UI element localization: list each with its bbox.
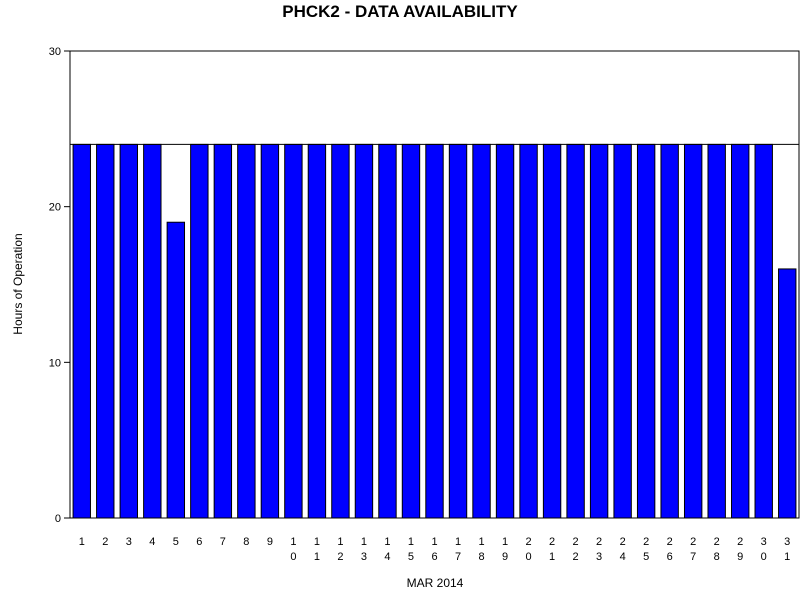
bar-day-12: [331, 143, 350, 519]
x-tick-label: 5: [173, 536, 179, 548]
bar-day-13: [354, 143, 374, 519]
x-tick-label: 1: [79, 536, 85, 548]
y-axis-label: Hours of Operation: [11, 233, 25, 334]
bar-day-17: [448, 143, 468, 519]
y-axis: 0 10 20 30: [49, 46, 70, 525]
bar-day-18: [472, 143, 491, 519]
bar-day-31: [778, 268, 797, 519]
x-tick-label: 7: [220, 536, 226, 548]
bar-day-4: [143, 143, 162, 519]
bar-day-5: [166, 221, 186, 519]
y-tick-label: 0: [55, 513, 61, 525]
bar-day-2: [96, 143, 115, 519]
x-axis-label: MAR 2014: [407, 576, 464, 590]
bar-day-3: [119, 143, 138, 519]
bar-day-22: [566, 143, 585, 519]
bar-day-10: [284, 143, 303, 519]
x-tick-label: 3: [126, 536, 132, 548]
bar-day-9: [260, 143, 280, 519]
bar-day-15: [401, 143, 421, 519]
bar-day-19: [495, 143, 515, 519]
bar-day-7: [213, 143, 233, 519]
bar-day-6: [190, 143, 209, 519]
x-tick-label: 6: [196, 536, 202, 548]
bar-day-1: [72, 143, 91, 519]
y-tick-label: 20: [49, 202, 61, 214]
x-tick-label: 8: [243, 536, 249, 548]
bar-day-14: [378, 143, 397, 519]
bar-day-30: [754, 143, 773, 519]
bar-day-16: [425, 143, 444, 519]
bar-day-8: [237, 143, 256, 519]
bar-day-29: [731, 143, 750, 519]
y-tick-label: 10: [49, 357, 61, 369]
bar-day-27: [683, 143, 703, 519]
x-tick-label: 2: [102, 536, 108, 548]
bar-day-28: [707, 143, 726, 519]
bar-day-23: [589, 143, 609, 519]
bar-day-11: [307, 143, 327, 519]
bars-layer: [72, 143, 797, 519]
x-axis: 1 2 3 4 5 6 7 8 9 1 01 11 21 31 41 51 61 71 81 92 02 12 22 32 42…: [79, 536, 791, 563]
bar-day-26: [660, 143, 679, 519]
y-tick-label: 30: [49, 46, 61, 58]
x-tick-label: 4: [149, 536, 155, 548]
x-tick-label: 9: [267, 536, 273, 548]
bar-day-20: [519, 143, 538, 519]
chart-title: PHCK2 - DATA AVAILABILITY: [282, 2, 518, 21]
bar-day-21: [542, 143, 562, 519]
bar-day-24: [613, 143, 632, 519]
bar-day-25: [636, 143, 656, 519]
